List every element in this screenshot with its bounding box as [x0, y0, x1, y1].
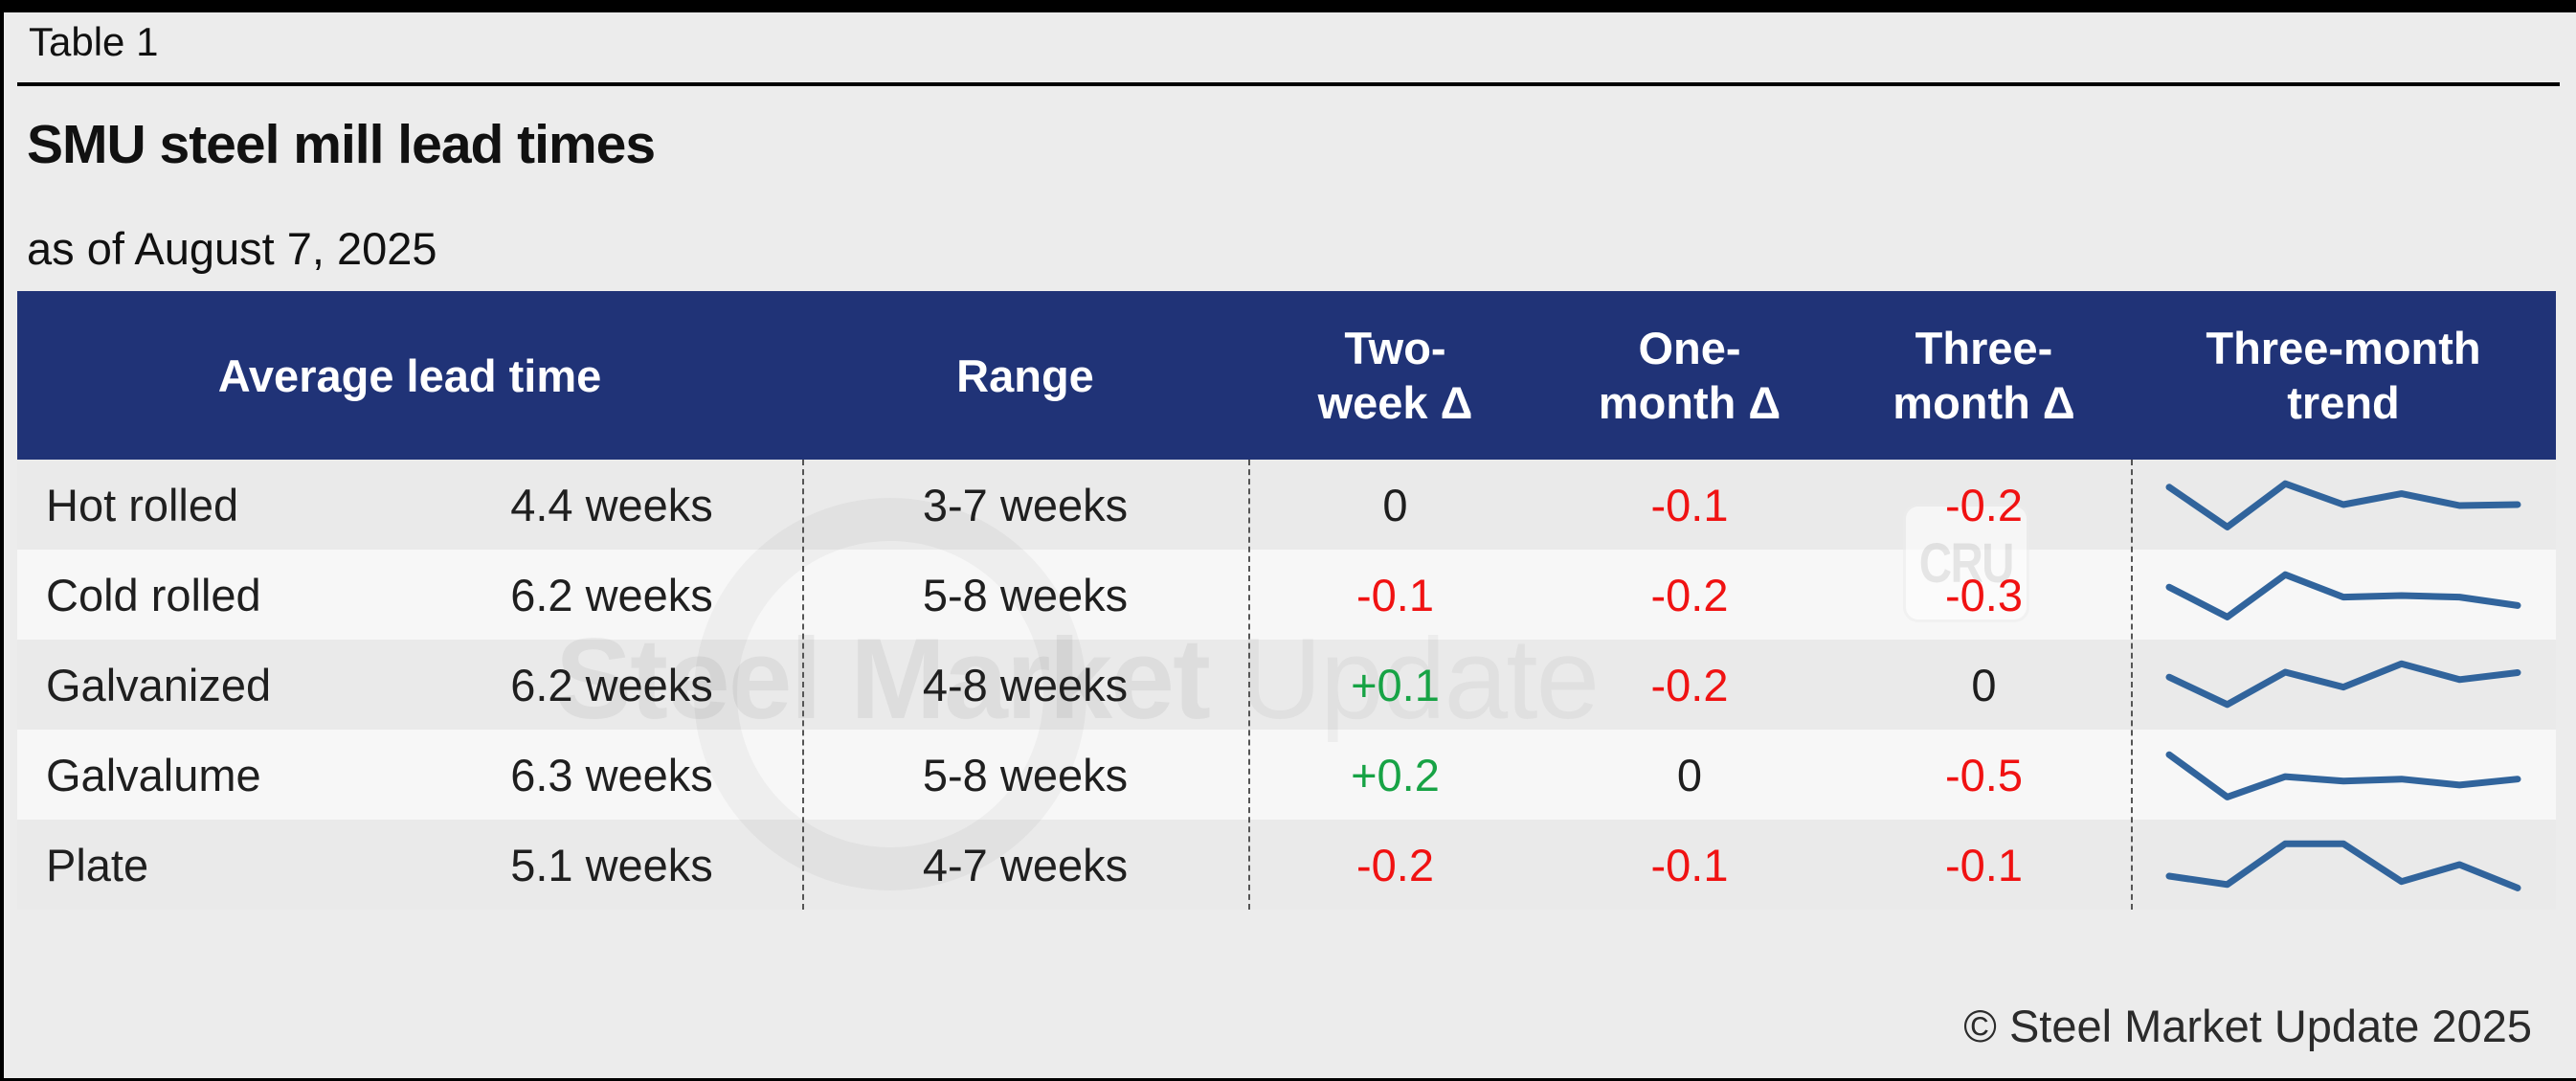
left-border [0, 0, 4, 1081]
one-month-delta-cell: -0.1 [1650, 839, 1729, 890]
trend-sparkline [2131, 460, 2556, 550]
two-week-delta-cell: -0.2 [1356, 839, 1434, 890]
three-month-delta-cell: -0.5 [1945, 749, 2023, 800]
range-cell: 3-7 weeks [922, 479, 1129, 530]
column-separator [1248, 460, 1250, 910]
table-body: Hot rolled 4.4 weeks 3-7 weeks 0 -0.1 -0… [17, 460, 2556, 910]
trend-sparkline [2131, 820, 2556, 910]
column-header-one-month-delta: One- month Δ [1542, 321, 1837, 430]
header-line: One- [1638, 323, 1741, 373]
product-cell: Plate [46, 839, 149, 890]
column-header-two-week-delta: Two- week Δ [1248, 321, 1542, 430]
one-month-delta-cell: -0.2 [1650, 569, 1729, 620]
top-border [0, 0, 2576, 12]
header-line: trend [2287, 377, 2400, 428]
product-cell: Hot rolled [46, 479, 239, 530]
trend-sparkline [2131, 730, 2556, 820]
column-header-three-month-delta: Three- month Δ [1837, 321, 2131, 430]
range-cell: 4-8 weeks [922, 659, 1129, 710]
avg-lead-time-cell: 6.2 weeks [510, 659, 713, 710]
trend-sparkline [2131, 550, 2556, 640]
two-week-delta-cell: +0.2 [1351, 749, 1440, 800]
as-of-date: as of August 7, 2025 [27, 223, 437, 274]
table-number-label: Table 1 [29, 19, 159, 64]
one-month-delta-cell: -0.2 [1650, 659, 1729, 710]
range-cell: 5-8 weeks [922, 749, 1129, 800]
row-stripe [17, 640, 2556, 730]
column-header-three-month-trend: Three-month trend [2131, 321, 2556, 430]
column-header-range: Range [956, 349, 1094, 401]
header-divider-rule [17, 82, 2560, 86]
row-stripe [17, 460, 2556, 550]
header-line: Three-month [2206, 323, 2481, 373]
header-line: week Δ [1317, 377, 1473, 428]
header-line: Two- [1344, 323, 1446, 373]
range-cell: 5-8 weeks [922, 569, 1129, 620]
table-header-row: Average lead time Range Two- week Δ One-… [17, 291, 2556, 460]
one-month-delta-cell: -0.1 [1650, 479, 1729, 530]
two-week-delta-cell: -0.1 [1356, 569, 1434, 620]
two-week-delta-cell: 0 [1382, 479, 1408, 530]
avg-lead-time-cell: 4.4 weeks [510, 479, 713, 530]
avg-lead-time-cell: 5.1 weeks [510, 839, 713, 890]
row-stripe [17, 730, 2556, 820]
one-month-delta-cell: 0 [1676, 749, 1703, 800]
product-cell: Cold rolled [46, 569, 261, 620]
copyright-notice: © Steel Market Update 2025 [1963, 1001, 2532, 1051]
three-month-delta-cell: 0 [1971, 659, 1997, 710]
bottom-border [0, 1078, 2576, 1081]
range-cell: 4-7 weeks [922, 839, 1129, 890]
three-month-delta-cell: -0.2 [1945, 479, 2023, 530]
column-header-average-lead-time: Average lead time [217, 349, 602, 401]
column-separator [2131, 460, 2133, 910]
row-stripe [17, 820, 2556, 910]
trend-sparkline [2131, 640, 2556, 730]
header-line: month Δ [1598, 377, 1781, 428]
avg-lead-time-cell: 6.2 weeks [510, 569, 713, 620]
product-cell: Galvalume [46, 749, 261, 800]
two-week-delta-cell: +0.1 [1351, 659, 1440, 710]
product-cell: Galvanized [46, 659, 272, 710]
header-line: Three- [1915, 323, 2053, 373]
row-stripe [17, 550, 2556, 640]
three-month-delta-cell: -0.3 [1945, 569, 2023, 620]
page-title: SMU steel mill lead times [27, 114, 656, 175]
header-line: month Δ [1893, 377, 2075, 428]
three-month-delta-cell: -0.1 [1945, 839, 2023, 890]
column-separator [802, 460, 804, 910]
avg-lead-time-cell: 6.3 weeks [510, 749, 713, 800]
row-stripes [17, 460, 2556, 910]
